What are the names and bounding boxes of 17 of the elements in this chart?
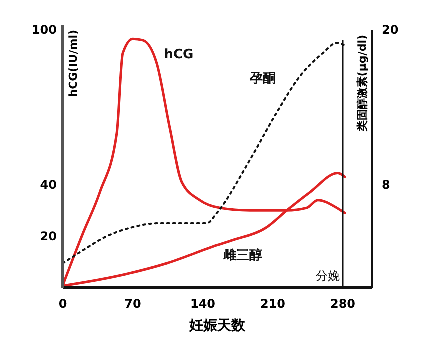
y-tick-label: 100 xyxy=(32,23,57,38)
series-label: 雌三醇 xyxy=(222,247,262,264)
x-tick-label: 210 xyxy=(260,297,286,311)
x-axis-title: 妊娠天数 xyxy=(188,318,246,334)
x-tick-label: 0 xyxy=(58,297,68,311)
y-axis-title: hCG(IU/ml) xyxy=(67,30,80,98)
y-tick-label: 40 xyxy=(40,178,57,192)
y2-axis-title: 类固醇激素(μg/dl) xyxy=(356,35,369,133)
x-tick-label: 140 xyxy=(190,297,216,311)
ref-line-label: 分娩 xyxy=(316,269,340,283)
x-tick-label: 70 xyxy=(124,297,142,311)
series-label: 孕酮 xyxy=(249,72,276,87)
y-tick-label: 20 xyxy=(40,229,57,244)
y2-tick-label: 20 xyxy=(382,23,399,38)
x-tick-label: 280 xyxy=(330,297,356,311)
series-label: hCG xyxy=(164,47,194,62)
y2-tick-label: 8 xyxy=(382,178,390,192)
